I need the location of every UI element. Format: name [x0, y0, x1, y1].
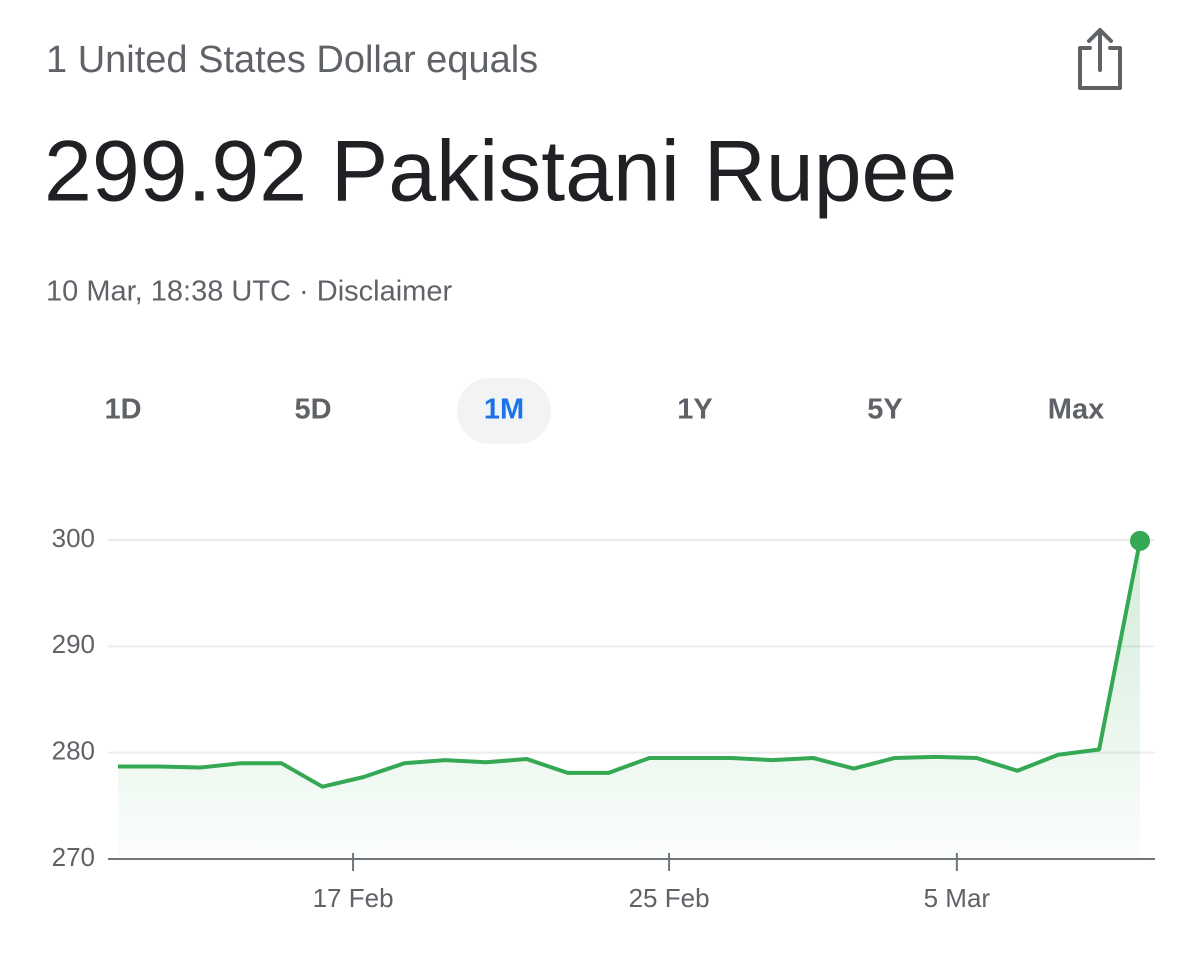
y-tick-label: 270: [52, 842, 95, 872]
subtitle: 1 United States Dollar equals: [46, 39, 538, 81]
y-tick-label: 300: [52, 523, 95, 553]
x-tick-label: 17 Feb: [313, 883, 394, 913]
y-tick-label: 290: [52, 629, 95, 659]
line: [118, 540, 1142, 789]
range-tab[interactable]: Max: [1048, 394, 1104, 426]
share-box: [1078, 46, 1122, 90]
x-tick-label: 25 Feb: [629, 883, 710, 913]
tab-highlight: [457, 378, 551, 444]
chart: 270 280 290 300 17 Feb 25 Feb 5 Mar: [52, 523, 1155, 913]
timestamp: 10 Mar, 18:38 UTC · Disclaimer: [46, 276, 452, 308]
range-tab[interactable]: 1Y: [677, 394, 712, 426]
tab-label: 1M: [484, 394, 524, 426]
range-tab[interactable]: 1M: [457, 378, 551, 444]
area: [118, 540, 1140, 859]
y-tick-label: 280: [52, 736, 95, 766]
share-button[interactable]: [1078, 28, 1122, 90]
range-tab[interactable]: 1D: [104, 394, 141, 426]
tab-label: 5D: [294, 394, 331, 426]
range-tab[interactable]: 5D: [294, 394, 331, 426]
x-tick-label: 5 Mar: [924, 883, 991, 913]
last-point: [1130, 530, 1150, 551]
result: 299.92 Pakistani Rupee: [44, 124, 957, 220]
tab-label: 1Y: [677, 394, 712, 426]
range-tabs: 1D 5D 1M 1Y 5Y Max: [104, 378, 1104, 444]
tab-label: 1D: [104, 394, 141, 426]
range-tab[interactable]: 5Y: [867, 394, 902, 426]
tab-label: Max: [1048, 394, 1104, 426]
share-arrow: [1087, 28, 1113, 72]
tab-label: 5Y: [867, 394, 902, 426]
